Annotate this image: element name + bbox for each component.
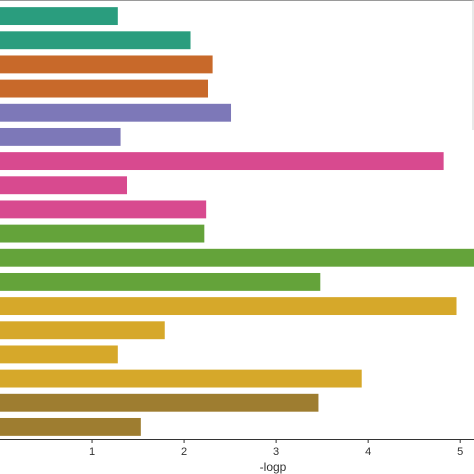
- x-tick-label-3: 3: [273, 446, 279, 458]
- bar-8: [0, 176, 128, 195]
- bar-13: [0, 297, 457, 316]
- bar-15: [0, 345, 118, 364]
- bar-16: [0, 369, 362, 388]
- bar-4: [0, 79, 209, 98]
- bar-7: [0, 152, 444, 171]
- bar-14: [0, 321, 165, 340]
- x-tick-label-1: 1: [89, 446, 95, 458]
- x-tick-label-4: 4: [365, 446, 371, 458]
- bar-5: [0, 103, 232, 122]
- bar-1: [0, 7, 118, 26]
- bars-group: [0, 7, 474, 436]
- x-axis-label: -logp: [260, 460, 287, 474]
- bar-6: [0, 127, 121, 146]
- x-ticks-group: 1 2 3 4 5: [89, 439, 463, 458]
- bar-10: [0, 224, 205, 243]
- bar-2: [0, 31, 191, 50]
- x-tick-label-5: 5: [457, 446, 463, 458]
- x-tick-label-2: 2: [181, 446, 187, 458]
- bar-18: [0, 417, 141, 436]
- bar-17: [0, 393, 319, 412]
- bar-3: [0, 55, 213, 74]
- bar-12: [0, 272, 321, 291]
- bar-11: [0, 248, 474, 267]
- bar-9: [0, 200, 207, 219]
